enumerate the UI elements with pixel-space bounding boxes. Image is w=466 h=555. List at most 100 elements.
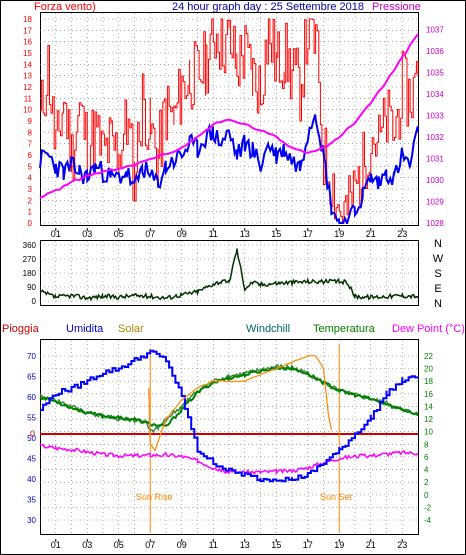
wind-y-tick-label: 15 bbox=[23, 49, 32, 58]
wind-y-tick-label: 18 bbox=[23, 15, 32, 24]
wind-axis-title: Forza vento) bbox=[34, 1, 96, 13]
temperature-y-tick-label: -4 bbox=[424, 516, 432, 525]
temperature-x-tick-label: 15 bbox=[271, 540, 281, 550]
temperature-y-tick-label: 14 bbox=[424, 402, 433, 411]
temperature-y-tick-label: 2 bbox=[424, 478, 429, 487]
wind-x-tick-label: 05 bbox=[114, 229, 124, 239]
wind-y-tick-label: 11 bbox=[24, 94, 33, 103]
temperature-y-tick-label: 6 bbox=[424, 453, 429, 462]
humidity-y-tick-label: 40 bbox=[27, 475, 36, 484]
direction-y-tick-label: 90 bbox=[27, 283, 36, 292]
pressure-y-tick-label: 1033 bbox=[426, 112, 444, 121]
wind-y-tick-label: 5 bbox=[28, 162, 33, 171]
compass-label: N bbox=[434, 238, 442, 250]
wind-y-tick-label: 12 bbox=[23, 83, 32, 92]
direction-y-tick-label: 180 bbox=[23, 269, 37, 278]
humidity-y-tick-label: 65 bbox=[27, 373, 36, 382]
sunset-label: Sun Set bbox=[320, 492, 353, 502]
solar-line bbox=[148, 354, 332, 452]
wind-x-tick-label: 19 bbox=[334, 229, 344, 239]
direction-y-tick-label: 360 bbox=[23, 241, 37, 250]
pressure-y-tick-label: 1030 bbox=[426, 176, 444, 185]
humidity-y-tick-label: 50 bbox=[27, 434, 36, 443]
temperature-y-tick-label: 22 bbox=[424, 352, 433, 361]
wind-x-tick-label: 13 bbox=[240, 229, 250, 239]
wind-x-tick-label: 21 bbox=[366, 229, 376, 239]
tick-label-layer: 0123456789101112131415161718102810291030… bbox=[23, 15, 445, 550]
humidity-y-tick-label: 30 bbox=[27, 516, 36, 525]
direction-y-tick-label: 270 bbox=[23, 255, 37, 264]
temperature-x-tick-label: 01 bbox=[51, 540, 61, 550]
temperature-x-tick-label: 05 bbox=[114, 540, 124, 550]
rain-zero-label: 0 bbox=[30, 429, 35, 439]
temperature-x-tick-label: 07 bbox=[145, 540, 155, 550]
wind-direction-line bbox=[39, 248, 419, 302]
pressure-y-tick-label: 1034 bbox=[426, 90, 444, 99]
legend-humidity: Umidita bbox=[66, 323, 104, 335]
temperature-x-tick-label: 03 bbox=[82, 540, 92, 550]
wind-x-tick-label: 09 bbox=[177, 229, 187, 239]
temperature-x-tick-label: 23 bbox=[397, 540, 407, 550]
wind-y-tick-label: 14 bbox=[23, 60, 32, 69]
sunrise-label: Sun Rise bbox=[136, 492, 173, 502]
legend-temperature: Temperatura bbox=[313, 323, 376, 335]
legend-windchill: Windchill bbox=[246, 323, 290, 335]
wind-y-tick-label: 1 bbox=[28, 208, 33, 217]
temperature-y-tick-label: 8 bbox=[424, 440, 429, 449]
temperature-panel-frame bbox=[40, 339, 419, 535]
windchill-line bbox=[39, 363, 419, 434]
humidity-y-tick-label: 55 bbox=[27, 414, 36, 423]
pressure-y-tick-label: 1028 bbox=[426, 219, 444, 228]
pressure-y-tick-label: 1036 bbox=[426, 47, 444, 56]
wind-x-tick-label: 17 bbox=[303, 229, 313, 239]
temperature-y-tick-label: 12 bbox=[424, 415, 433, 424]
pressure-axis-title: Pressione bbox=[372, 1, 421, 13]
wind-y-tick-label: 2 bbox=[28, 196, 33, 205]
wind-y-tick-label: 9 bbox=[28, 117, 33, 126]
wind-x-tick-label: 15 bbox=[271, 229, 281, 239]
temperature-y-tick-label: -2 bbox=[424, 503, 432, 512]
temperature-x-tick-label: 19 bbox=[334, 540, 344, 550]
temperature-x-tick-label: 17 bbox=[303, 540, 313, 550]
humidity-y-tick-label: 35 bbox=[27, 496, 36, 505]
wind-y-tick-label: 16 bbox=[23, 38, 32, 47]
wind-y-tick-label: 17 bbox=[23, 26, 32, 35]
compass-label: N bbox=[434, 298, 442, 310]
wind-x-tick-label: 07 bbox=[145, 229, 155, 239]
pressure-line bbox=[39, 33, 419, 199]
temperature-y-tick-label: 16 bbox=[424, 390, 433, 399]
temperature-y-tick-label: 0 bbox=[424, 491, 429, 500]
dewpoint-line bbox=[39, 443, 419, 476]
humidity-y-tick-label: 60 bbox=[27, 393, 36, 402]
series-layer bbox=[39, 18, 419, 532]
direction-panel-frame bbox=[40, 240, 419, 306]
pressure-y-tick-label: 1037 bbox=[426, 26, 444, 35]
temperature-x-tick-label: 13 bbox=[240, 540, 250, 550]
compass-label: S bbox=[434, 268, 441, 280]
wind-y-tick-label: 4 bbox=[28, 174, 33, 183]
legend-solar: Solar bbox=[118, 323, 144, 335]
chart-title: 24 hour graph day : 25 Settembre 2018 bbox=[172, 1, 364, 13]
wind-y-tick-label: 7 bbox=[28, 140, 33, 149]
temperature-y-tick-label: 4 bbox=[424, 466, 429, 475]
legend-rain: Pioggia bbox=[2, 323, 40, 335]
wind-y-tick-label: 13 bbox=[23, 72, 32, 81]
humidity-y-tick-label: 70 bbox=[27, 352, 36, 361]
pressure-y-tick-label: 1031 bbox=[426, 155, 444, 164]
pressure-y-tick-label: 1035 bbox=[426, 69, 444, 78]
temperature-x-tick-label: 21 bbox=[366, 540, 376, 550]
pressure-y-tick-label: 1032 bbox=[426, 133, 444, 142]
temperature-x-tick-label: 09 bbox=[177, 540, 187, 550]
wind-x-tick-label: 03 bbox=[82, 229, 92, 239]
temperature-x-tick-label: 11 bbox=[209, 540, 218, 550]
compass-label: W bbox=[433, 253, 444, 265]
grid-layer bbox=[40, 13, 418, 534]
humidity-line bbox=[40, 349, 419, 483]
direction-y-tick-label: 0 bbox=[32, 297, 37, 306]
wind-x-tick-label: 01 bbox=[51, 229, 61, 239]
wind-panel-frame bbox=[40, 12, 419, 226]
wind-speed-line bbox=[40, 18, 419, 224]
compass-label: E bbox=[434, 283, 441, 295]
temperature-y-tick-label: 18 bbox=[424, 377, 433, 386]
